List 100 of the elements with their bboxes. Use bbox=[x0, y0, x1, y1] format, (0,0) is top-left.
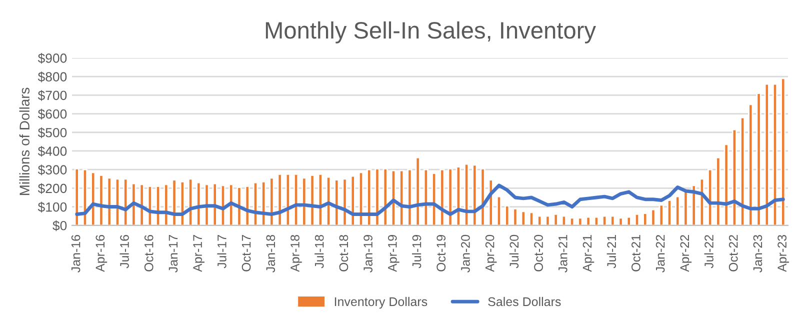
bar bbox=[302, 177, 307, 226]
bar bbox=[699, 178, 704, 226]
x-tick-label: Jan-19 bbox=[364, 235, 372, 272]
bar bbox=[440, 168, 445, 226]
bar bbox=[399, 170, 404, 226]
bar bbox=[374, 168, 380, 226]
y-tick-label: $600 bbox=[38, 108, 67, 120]
x-tick-label: Oct-21 bbox=[632, 235, 640, 272]
bar bbox=[294, 174, 299, 226]
bar bbox=[691, 184, 696, 226]
bar bbox=[106, 177, 112, 226]
x-tick-label: Apr-23 bbox=[778, 234, 789, 272]
bar bbox=[545, 215, 550, 226]
bar bbox=[382, 168, 388, 226]
bar bbox=[390, 170, 396, 226]
x-tick-label: Jan-18 bbox=[266, 234, 276, 272]
bar bbox=[261, 180, 266, 226]
legend-label: Sales Dollars bbox=[488, 296, 561, 306]
bar bbox=[366, 168, 372, 226]
bar bbox=[156, 186, 161, 226]
x-tick-label: Jul-18 bbox=[314, 234, 324, 268]
x-tick-label: Jul-20 bbox=[509, 234, 519, 268]
bar bbox=[277, 174, 282, 226]
bar bbox=[528, 212, 534, 226]
x-tick-label: Oct-18 bbox=[339, 234, 348, 272]
y-tick-label: $900 bbox=[38, 52, 67, 64]
x-tick-label: Jan-21 bbox=[558, 235, 568, 272]
bar bbox=[666, 200, 672, 226]
bar bbox=[642, 212, 648, 226]
bar bbox=[683, 190, 688, 226]
bar bbox=[188, 178, 194, 226]
bar bbox=[780, 78, 786, 226]
x-tick-label: Jan-16 bbox=[71, 234, 80, 272]
x-tick-label: Jul-22 bbox=[704, 235, 714, 268]
bar bbox=[269, 177, 274, 226]
bar bbox=[432, 172, 437, 226]
line-series bbox=[75, 184, 785, 216]
bar bbox=[244, 186, 250, 226]
bar bbox=[756, 92, 762, 226]
bar bbox=[74, 168, 80, 226]
bar bbox=[285, 174, 290, 226]
bar bbox=[456, 166, 461, 226]
bar bbox=[407, 168, 412, 226]
x-tick-label: Apr-18 bbox=[290, 234, 302, 272]
bar bbox=[512, 208, 518, 226]
x-tick-label: Jul-21 bbox=[606, 235, 616, 268]
y-tick-label: $400 bbox=[38, 146, 67, 157]
x-tick-label: Apr-20 bbox=[485, 234, 497, 272]
bar bbox=[415, 156, 420, 226]
y-tick-label: $0 bbox=[52, 220, 67, 232]
bar bbox=[748, 104, 754, 226]
bar bbox=[448, 168, 453, 226]
bar bbox=[496, 196, 502, 226]
bar bbox=[772, 83, 778, 226]
bar bbox=[334, 179, 340, 226]
x-tick-label: Jan-20 bbox=[461, 234, 470, 272]
bar bbox=[520, 210, 526, 226]
y-tick-label: $200 bbox=[38, 183, 67, 194]
bar bbox=[740, 116, 746, 226]
legend-label: Inventory Dollars bbox=[334, 296, 428, 309]
bar bbox=[626, 216, 632, 226]
bar bbox=[172, 179, 177, 226]
bar bbox=[618, 217, 624, 226]
bar bbox=[732, 128, 737, 226]
bar bbox=[423, 168, 428, 226]
bar bbox=[716, 156, 721, 226]
bar bbox=[82, 168, 88, 226]
bar bbox=[764, 83, 770, 226]
bar bbox=[204, 184, 210, 226]
bar bbox=[610, 215, 616, 226]
x-tick-label: Jan-22 bbox=[656, 235, 665, 272]
y-tick-label: $100 bbox=[38, 202, 67, 212]
bar bbox=[553, 214, 558, 226]
x-tick-label: Oct-20 bbox=[534, 234, 543, 272]
bar bbox=[164, 184, 169, 226]
bar bbox=[504, 205, 510, 226]
x-tick-label: Jul-19 bbox=[412, 235, 422, 268]
bar bbox=[90, 172, 96, 226]
bar bbox=[570, 217, 575, 226]
bar bbox=[472, 164, 478, 226]
x-tick-label: Apr-22 bbox=[680, 235, 692, 272]
x-tick-label: Jan-17 bbox=[168, 235, 178, 272]
bar bbox=[123, 178, 128, 226]
bar bbox=[586, 216, 591, 226]
bar bbox=[650, 208, 656, 226]
x-tick-label: Apr-19 bbox=[388, 235, 400, 272]
x-tick-label: Oct-19 bbox=[436, 235, 446, 272]
bar bbox=[578, 217, 583, 226]
x-tick-label: Jul-16 bbox=[120, 234, 129, 268]
x-tick-label: Oct-22 bbox=[728, 235, 738, 272]
y-tick-label: $800 bbox=[38, 72, 67, 82]
y-axis-title: Millions of Dollars bbox=[19, 88, 30, 195]
bar bbox=[350, 175, 356, 226]
bar bbox=[358, 172, 364, 226]
x-tick-label: Jan-23 bbox=[753, 234, 762, 272]
bar bbox=[212, 182, 218, 226]
x-tick-label: Apr-21 bbox=[582, 235, 594, 272]
bar bbox=[724, 144, 729, 226]
bar bbox=[147, 186, 152, 226]
bar bbox=[561, 215, 566, 226]
